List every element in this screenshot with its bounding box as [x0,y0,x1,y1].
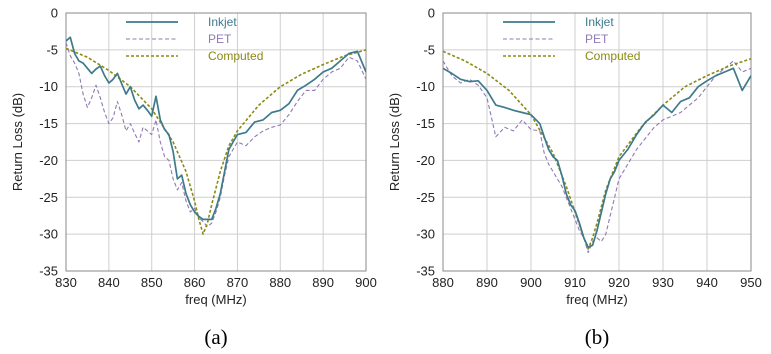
y-tick-label: -20 [39,153,58,168]
x-tick-label: 950 [740,275,762,290]
x-tick-label: 920 [608,275,630,290]
chart-panel-1: 830 840 850 860 870 880 890 900 0 -5 -10 -15 -20 -25 -… [10,6,377,350]
x-tick-label: 840 [98,275,120,290]
y-tick-label: -25 [39,190,58,205]
plot-area [66,13,366,271]
x-tick-label: 860 [184,275,206,290]
y-tick-label: 0 [51,6,58,21]
y-tick-label: -35 [39,264,58,279]
plot-frame [442,12,752,272]
series-line-pet [66,42,366,228]
legend-label-inkjet: Inkjet [585,15,614,29]
y-tick-label: -35 [416,264,435,279]
y-tick-label: -20 [416,153,435,168]
legend-label-computed: Computed [208,49,263,63]
y-tick-label: -15 [416,116,435,131]
y-tick-label: -10 [416,79,435,94]
series-line-computed [66,47,366,235]
x-tick-label: 910 [564,275,586,290]
x-tick-label: 930 [652,275,674,290]
y-tick-label: 0 [428,6,435,21]
y-tick-label: -15 [39,116,58,131]
legend-label-inkjet: Inkjet [208,15,237,29]
y-tick-label: -5 [423,42,435,57]
x-tick-label: 890 [312,275,334,290]
y-tick-label: -30 [39,227,58,242]
y-tick-label: -30 [416,227,435,242]
x-tick-label: 850 [141,275,163,290]
y-tick-label: -25 [416,190,435,205]
legend-label-pet: PET [585,32,609,46]
x-tick-label: 880 [269,275,291,290]
legend-label-computed: Computed [585,49,640,63]
x-tick-label: 940 [696,275,718,290]
x-tick-label: 900 [520,275,542,290]
series-line-inkjet [443,67,751,249]
y-tick-label: -10 [39,79,58,94]
y-axis-label: Return Loss (dB) [387,93,402,191]
x-tick-label: 900 [355,275,377,290]
series-line-computed [443,50,751,250]
figure-caption: (b) [585,325,610,349]
x-tick-label: 870 [227,275,249,290]
x-tick-label: 830 [55,275,77,290]
series-line-pet [443,60,751,254]
x-axis-label: freq (MHz) [566,292,627,307]
chart-panel-2: 880 890 900 910 920 930 940 950 0 -5 -10 -15 -20 -25 -… [387,6,762,350]
figure-caption: (a) [204,325,227,349]
series-line-inkjet [66,36,366,221]
x-axis-label: freq (MHz) [185,292,246,307]
legend-label-pet: PET [208,32,232,46]
y-axis-label: Return Loss (dB) [10,93,25,191]
y-tick-label: -5 [46,42,58,57]
plot-frame [65,12,367,272]
x-tick-label: 890 [476,275,498,290]
x-tick-label: 880 [432,275,454,290]
